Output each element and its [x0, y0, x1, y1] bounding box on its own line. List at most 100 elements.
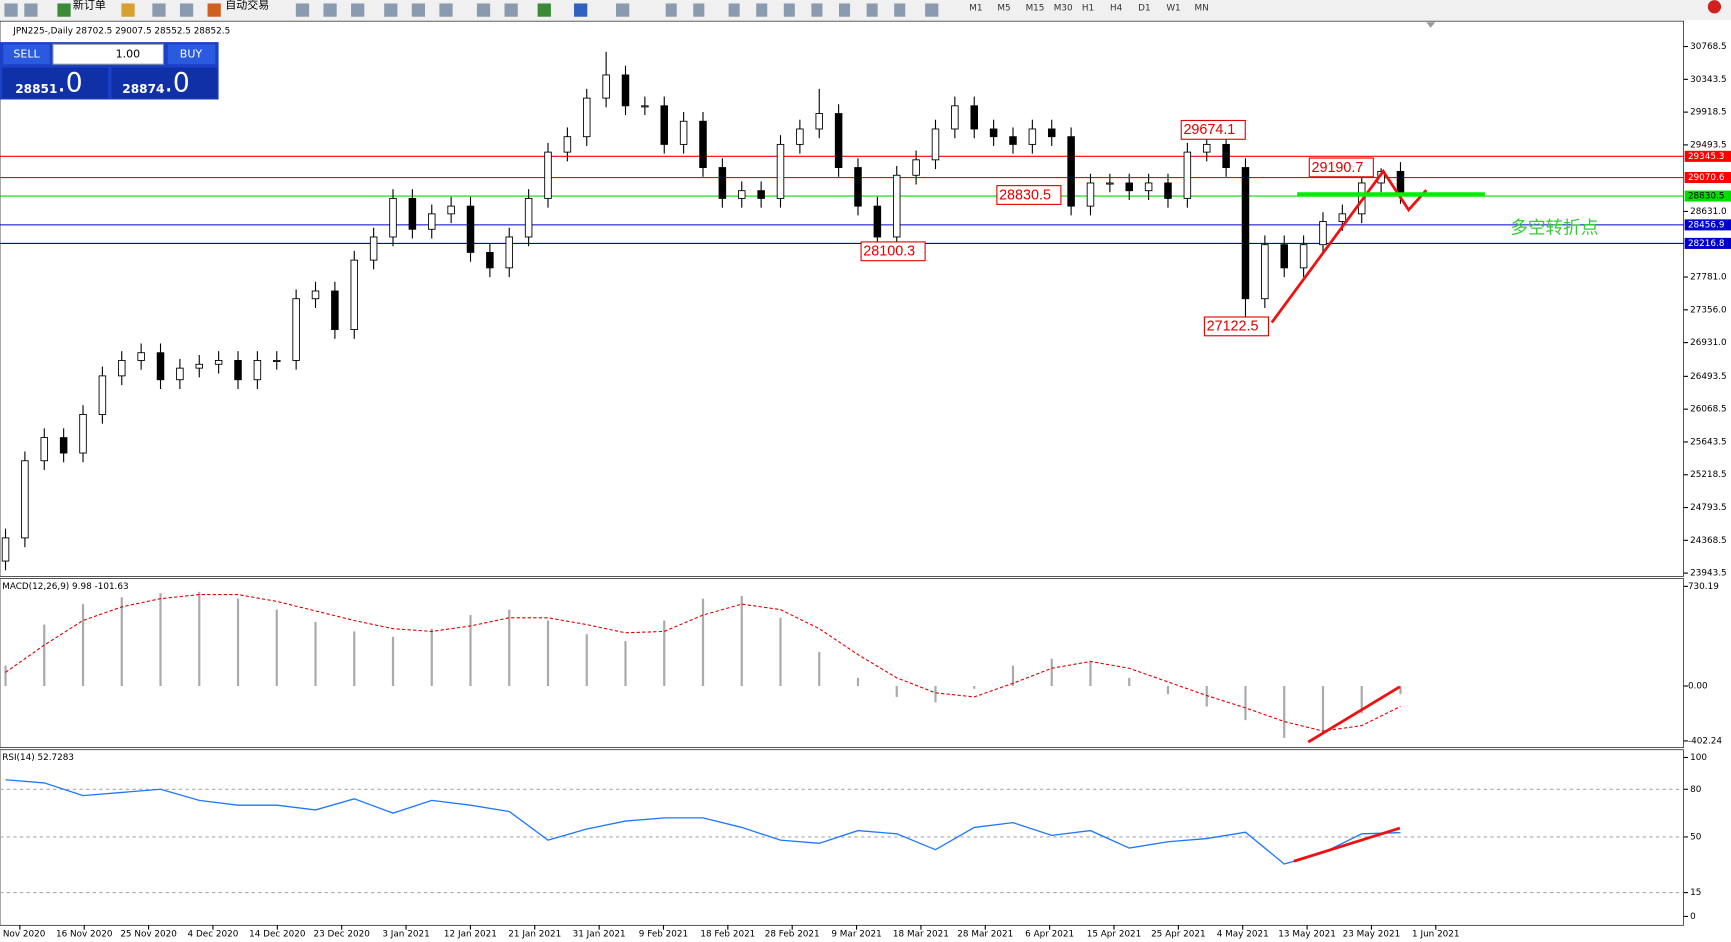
lot-field[interactable] — [52, 43, 164, 65]
candle-body — [176, 367, 184, 381]
icon[interactable] — [783, 3, 795, 17]
candle-body — [970, 105, 978, 130]
y-tick-label: 28631.0 — [1690, 207, 1727, 217]
icon[interactable] — [728, 3, 740, 17]
annotation-box — [996, 185, 1062, 205]
icon[interactable] — [24, 3, 38, 17]
level-tag-label: 29070.6 — [1688, 173, 1725, 183]
icon[interactable] — [894, 3, 906, 17]
icon[interactable] — [866, 3, 878, 17]
y-tick-label: 26931.0 — [1690, 338, 1727, 348]
turning-note: 多空转折点 — [1510, 218, 1598, 239]
buy-price-box[interactable] — [111, 67, 218, 99]
candle-body — [59, 437, 68, 454]
y-tick-label: 30768.5 — [1690, 42, 1727, 52]
sell-button[interactable] — [3, 44, 50, 65]
icon[interactable] — [411, 3, 426, 17]
alert-icon[interactable] — [1707, 0, 1722, 14]
icon[interactable] — [323, 3, 337, 17]
icon[interactable] — [665, 3, 677, 17]
icon[interactable] — [57, 3, 71, 17]
x-tick-label: 25 Nov 2020 — [120, 930, 177, 940]
icon[interactable] — [121, 3, 135, 17]
timeframe-button[interactable]: D1 — [1138, 3, 1150, 13]
icon[interactable] — [4, 3, 18, 17]
icon[interactable] — [476, 3, 491, 17]
candle-body — [951, 105, 959, 130]
candle-body — [428, 213, 436, 230]
timeframe-button[interactable]: M5 — [997, 3, 1010, 13]
icon[interactable] — [811, 3, 823, 17]
buy-price: 28874 — [122, 82, 164, 96]
x-tick-label: 9 Mar 2021 — [831, 930, 881, 940]
y-tick-label: 730.19 — [1688, 582, 1719, 592]
x-tick-label: 23 Dec 2020 — [313, 930, 370, 940]
level-tag — [1684, 190, 1731, 202]
candle-body — [1067, 136, 1075, 207]
auto-trading-button[interactable]: 自动交易 — [225, 0, 269, 12]
icon[interactable] — [351, 3, 365, 17]
icon[interactable] — [616, 3, 630, 17]
candle-body — [214, 359, 223, 365]
annotation-box — [1180, 119, 1246, 140]
annotation: 29190.7 — [1311, 160, 1363, 176]
timeframe-button[interactable]: M1 — [969, 3, 982, 13]
icon[interactable] — [295, 3, 310, 17]
icon[interactable] — [207, 3, 221, 17]
y-tick-label: 27781.0 — [1690, 273, 1727, 283]
timeframe-button[interactable]: W1 — [1166, 3, 1180, 13]
x-tick-label: 23 May 2021 — [1343, 930, 1401, 940]
buy-button[interactable] — [167, 44, 216, 65]
icon[interactable] — [384, 3, 398, 17]
sell-label: SELL — [13, 47, 40, 60]
icon[interactable] — [574, 3, 588, 17]
candle-body — [641, 105, 649, 108]
level-tag-label: 28456.9 — [1688, 220, 1725, 230]
candle-body — [234, 359, 242, 381]
new-order-button[interactable]: 新订单 — [73, 0, 106, 12]
candle-body — [815, 113, 823, 130]
icon[interactable] — [925, 3, 939, 17]
sell-price-box[interactable] — [2, 67, 109, 99]
timeframe-button[interactable]: H4 — [1110, 3, 1123, 13]
candle-body — [912, 159, 920, 176]
level-tag-label: 28830.5 — [1688, 192, 1725, 202]
rsi-line — [5, 779, 1401, 865]
icon[interactable] — [439, 3, 453, 17]
candle-body — [873, 205, 882, 238]
rsi-header: RSI(14) 52.7283 — [2, 753, 74, 763]
icon[interactable] — [537, 3, 551, 17]
shift-marker — [1426, 22, 1436, 28]
icon[interactable] — [756, 3, 768, 17]
candle-body — [1125, 182, 1133, 192]
arrows — [1270, 168, 1428, 863]
candle-body — [311, 290, 320, 300]
icon[interactable] — [504, 3, 518, 17]
level-tag — [1684, 219, 1731, 231]
candle-body — [1222, 143, 1230, 168]
candle-body — [1164, 182, 1172, 199]
candle-body — [892, 174, 901, 238]
icon[interactable] — [179, 3, 194, 17]
sell-price: 28851 — [15, 82, 57, 96]
candle-body — [1338, 213, 1347, 222]
y-tick-label: 15 — [1690, 888, 1701, 898]
icon[interactable] — [152, 3, 166, 17]
timeframe-button[interactable]: H1 — [1082, 3, 1094, 13]
timeframe-button[interactable]: M30 — [1054, 3, 1073, 13]
candle-body — [602, 74, 610, 99]
macd-header: MACD(12,26,9) 9.98 -101.63 — [2, 582, 128, 592]
candle-body — [524, 197, 533, 238]
candle-body — [156, 352, 165, 381]
icon[interactable] — [693, 3, 705, 17]
buy-label: BUY — [180, 47, 203, 60]
rsi-arrow — [1293, 826, 1401, 863]
candle-body — [1183, 151, 1192, 199]
icon[interactable] — [839, 3, 851, 17]
annotation-box — [860, 241, 926, 262]
timeframe-button[interactable]: MN — [1194, 3, 1208, 13]
timeframe-button[interactable]: M15 — [1026, 3, 1045, 13]
candle-body — [1047, 128, 1056, 138]
y-tick-label: 26068.5 — [1690, 405, 1727, 415]
